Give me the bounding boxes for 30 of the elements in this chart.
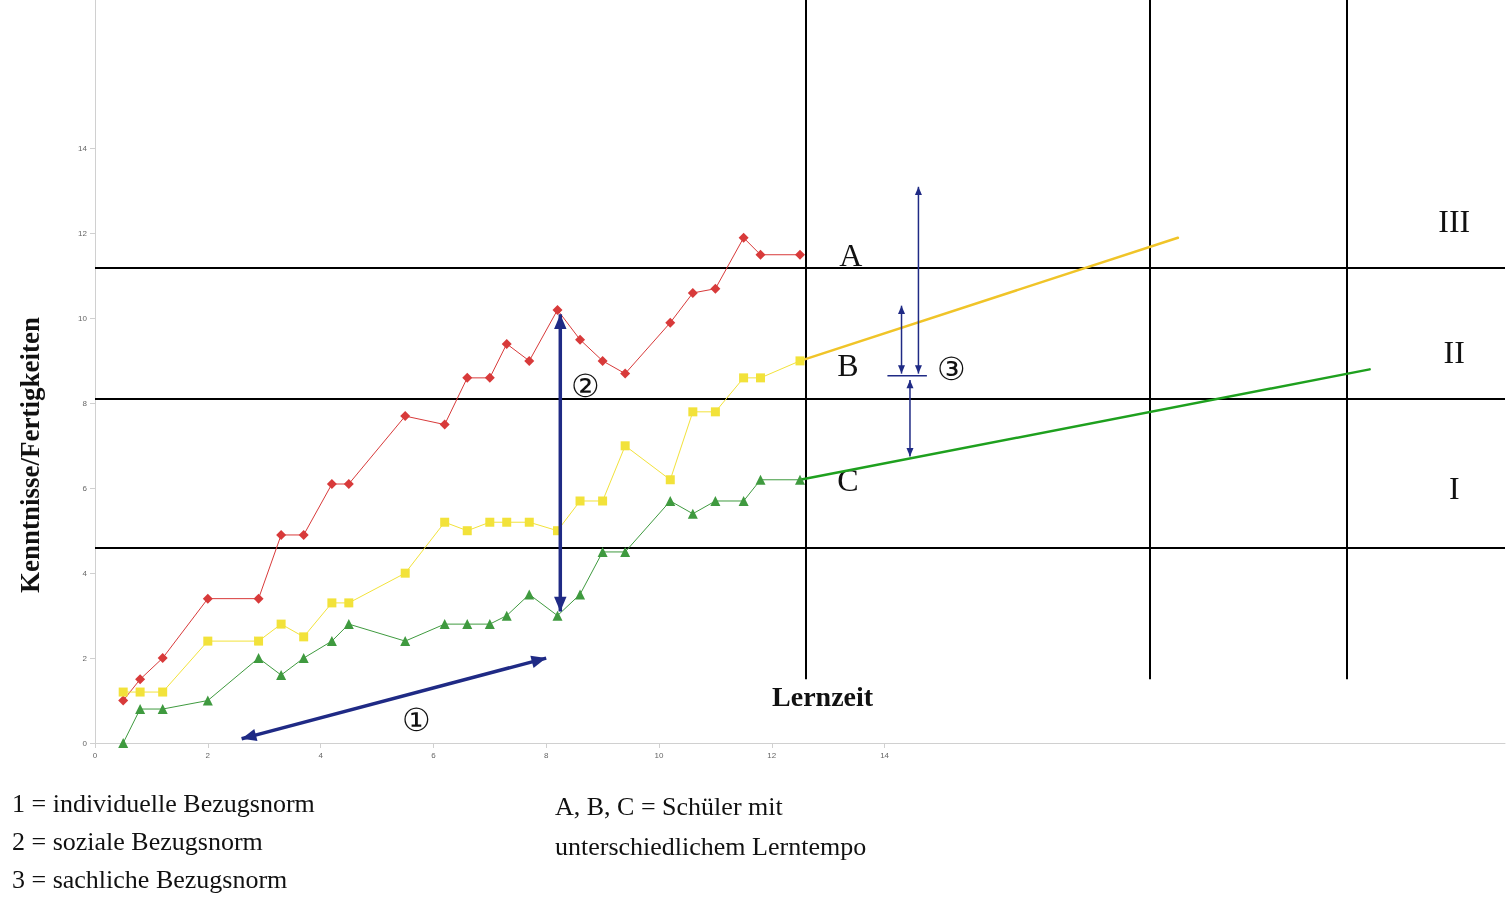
annotation: ① (401, 701, 431, 738)
text: 3 = sachliche Bezugsnorm (12, 864, 288, 894)
annotation: A (839, 236, 863, 273)
x-tick-label: 8 (543, 750, 549, 760)
x-tick-label: 14 (880, 750, 890, 760)
y-tick-label: 10 (78, 313, 88, 323)
x-tick-label: 10 (654, 750, 664, 760)
text: A, B, C = Schüler mit unterschiedlichem Lerntempo (555, 791, 867, 861)
annotation: B (837, 347, 859, 384)
x-tick-label: 4 (318, 750, 324, 760)
y-tick-label: 2 (82, 653, 88, 663)
annotation: ② (571, 368, 601, 405)
x-tick-label: 0 (92, 750, 98, 760)
y-tick-label: 8 (82, 398, 88, 408)
y-tick-label: 4 (82, 568, 88, 578)
annotation: II (1443, 334, 1465, 371)
annotation: I (1448, 470, 1460, 507)
text: 2 = soziale Bezugsnorm (12, 826, 263, 856)
y-tick-label: 6 (82, 483, 88, 493)
y-tick-label: 12 (78, 229, 88, 239)
y-tick-label: 14 (78, 144, 88, 154)
x-tick-label: 12 (767, 750, 777, 760)
x-tick-label: 2 (205, 750, 211, 760)
y-axis-title: Kenntnisse/Fertigkeiten (15, 317, 45, 593)
annotation: ③ (937, 350, 967, 387)
annotation: III (1438, 202, 1471, 239)
text: 1 = individuelle Bezugsnorm (12, 788, 315, 818)
y-tick-label: 0 (82, 738, 88, 748)
x-tick-label: 6 (431, 750, 437, 760)
x-axis-title: Lernzeit (772, 680, 874, 712)
